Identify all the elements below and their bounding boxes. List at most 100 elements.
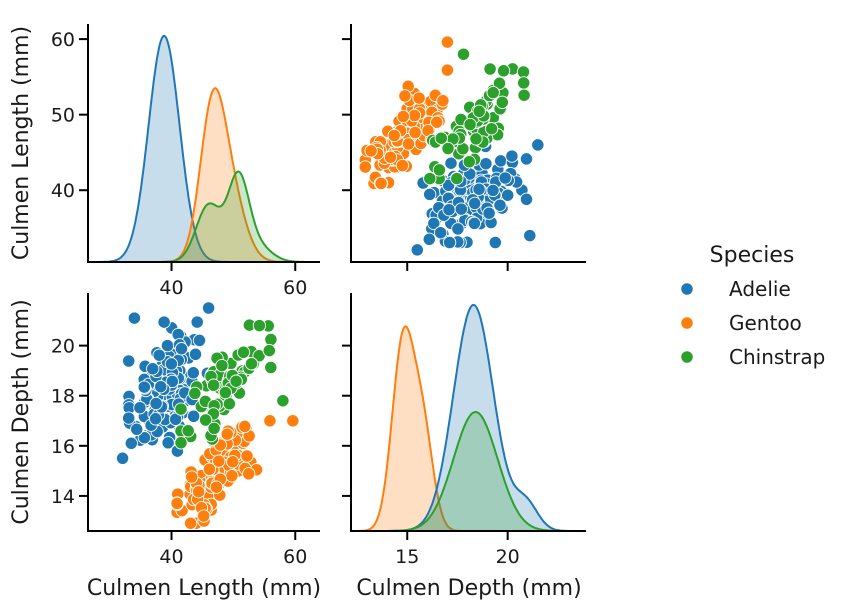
legend-marker-gentoo	[680, 316, 694, 330]
panel-top-left-xtick-label: 40	[159, 277, 183, 299]
scatter-depth-length-point-chinstrap	[495, 95, 509, 109]
panel-bottom-left-ytick-label: 18	[51, 386, 75, 408]
scatter-length-depth-point-chinstrap	[276, 394, 290, 408]
scatter-depth-length-point-adelie	[493, 198, 507, 212]
scatter-depth-length-point-adelie	[467, 216, 482, 231]
scatter-length-depth-point-gentoo	[242, 467, 256, 481]
scatter-depth-length-point-adelie	[505, 149, 519, 163]
scatter-depth-length-point-adelie	[454, 202, 468, 216]
panel-top-left-ytick-label: 50	[51, 105, 75, 127]
kde-length-kde-fill-chinstrap	[88, 171, 320, 262]
scatter-depth-length-point-adelie	[523, 228, 537, 243]
kde-length-kde-fill-gentoo	[88, 88, 320, 262]
scatter-length-depth-point-chinstrap	[206, 378, 221, 392]
panel-top-left-xtick-label: 60	[283, 277, 307, 299]
scatter-depth-length-point-chinstrap	[456, 47, 471, 61]
scatter-length-depth-point-gentoo	[183, 516, 198, 530]
scatter-length-depth-point-chinstrap	[174, 436, 188, 450]
scatter-depth-length-point-adelie	[531, 138, 545, 152]
legend-label-chinstrap: Chinstrap	[729, 345, 825, 369]
scatter-length-depth-point-gentoo	[263, 414, 277, 428]
scatter-length-depth-point-adelie	[188, 347, 203, 361]
scatter-length-depth-point-chinstrap	[207, 421, 221, 436]
scatter-depth-length-point-gentoo	[401, 137, 416, 151]
scatter-depth-length-point-adelie	[422, 232, 436, 246]
scatter-depth-length-point-chinstrap	[496, 64, 511, 78]
scatter-depth-length-point-gentoo	[407, 108, 422, 123]
scatter-depth-length-point-gentoo	[396, 109, 410, 124]
scatter-length-depth-point-adelie	[127, 311, 142, 325]
scatter-length-depth-point-adelie	[190, 315, 204, 329]
scatter-length-depth-point-adelie	[122, 354, 136, 368]
scatter-depth-length-point-chinstrap	[492, 76, 507, 90]
scatter-depth-length-point-gentoo	[358, 160, 372, 174]
scatter-length-depth-point-gentoo	[238, 419, 252, 434]
scatter-length-depth-point-adelie	[146, 362, 160, 376]
scatter-length-depth-point-gentoo	[191, 485, 206, 499]
scatter-length-depth-point-adelie	[186, 409, 201, 423]
panel-bottom-right-xtick-label: 20	[496, 546, 520, 568]
scatter-depth-length-point-gentoo	[383, 150, 398, 164]
scatter-depth-length-point-adelie	[494, 154, 508, 168]
legend-marker-adelie	[680, 282, 694, 296]
scatter-length-depth-point-adelie	[122, 411, 136, 425]
legend-label-adelie: Adelie	[729, 277, 791, 301]
scatter-length-depth-point-adelie	[192, 333, 207, 348]
scatter-length-depth-point-adelie	[174, 342, 189, 356]
scatter-depth-length-point-chinstrap	[462, 155, 476, 169]
scatter-depth-length-point-gentoo	[374, 176, 388, 191]
scatter-depth-length-point-adelie	[488, 235, 502, 250]
scatter-depth-length-point-chinstrap	[483, 62, 497, 76]
legend: Species Adelie Gentoo Chinstrap	[680, 243, 825, 369]
scatter-length-depth-point-chinstrap	[174, 402, 188, 416]
panel-bottom-left-xtick-label: 60	[283, 546, 307, 568]
scatter-length-depth-point-gentoo	[225, 469, 239, 483]
scatter-depth-length-point-chinstrap	[486, 85, 500, 100]
scatter-depth-length-point-adelie	[479, 157, 493, 171]
x-axis-label-depth: Culmen Depth (mm)	[356, 576, 581, 601]
panel-bottom-left-ytick-label: 16	[51, 436, 75, 458]
scatter-length-depth-point-chinstrap	[181, 424, 195, 438]
scatter-depth-length-point-gentoo	[395, 158, 410, 173]
scatter-depth-length-point-gentoo	[398, 89, 412, 103]
scatter-length-depth-point-adelie	[161, 436, 175, 450]
scatter-length-depth-point-chinstrap	[252, 318, 267, 333]
scatter-depth-length-point-adelie	[444, 156, 458, 170]
scatter-length-depth-point-adelie	[201, 301, 216, 315]
scatter-depth-length-point-chinstrap	[432, 163, 447, 177]
scatter-depth-length-point-adelie	[498, 171, 512, 185]
panel-bottom-left-ytick-label: 14	[51, 486, 75, 508]
scatter-length-depth-point-gentoo	[286, 414, 300, 428]
kde-depth-kde-fill-chinstrap	[351, 412, 586, 531]
panel-bottom-left-xtick-label: 40	[159, 546, 183, 568]
scatter-depth-length-point-adelie	[482, 206, 496, 220]
scatter-depth-length-point-chinstrap	[423, 171, 437, 186]
scatter-length-depth-point-gentoo	[170, 496, 184, 511]
scatter-depth-length-point-gentoo	[430, 115, 444, 129]
scatter-length-depth-point-chinstrap	[236, 345, 251, 359]
scatter-length-depth-point-chinstrap	[188, 386, 202, 401]
scatter-depth-length-point-adelie	[427, 216, 441, 231]
scatter-length-depth-point-adelie	[157, 315, 171, 329]
scatter-depth-length-point-adelie	[519, 152, 534, 166]
scatter-depth-length-point-adelie	[501, 188, 515, 202]
scatter-length-depth-point-chinstrap	[198, 413, 213, 427]
scatter-length-depth-point-adelie	[133, 401, 147, 415]
legend-label-gentoo: Gentoo	[729, 311, 802, 335]
scatter-length-depth-point-gentoo	[197, 509, 211, 523]
scatter-depth-length-point-chinstrap	[484, 122, 499, 136]
scatter-depth-length-point-adelie	[442, 235, 457, 250]
scatter-length-depth-point-adelie	[130, 422, 144, 436]
scatter-depth-length-point-adelie	[451, 222, 465, 236]
scatter-length-depth-point-gentoo	[185, 470, 199, 484]
kde-depth-kde-fill-gentoo	[351, 326, 586, 531]
panel-bottom-right-xtick-label: 15	[395, 546, 419, 568]
scatter-depth-length-point-gentoo	[364, 144, 378, 158]
scatter-length-depth-point-adelie	[137, 431, 152, 445]
scatter-length-depth-point-gentoo	[226, 455, 240, 469]
panel-top-left-ytick-label: 60	[51, 29, 75, 51]
scatter-depth-length-point-chinstrap	[472, 104, 486, 118]
scatter-depth-length-point-adelie	[433, 226, 448, 240]
panel-bottom-left-spines	[87, 293, 320, 532]
